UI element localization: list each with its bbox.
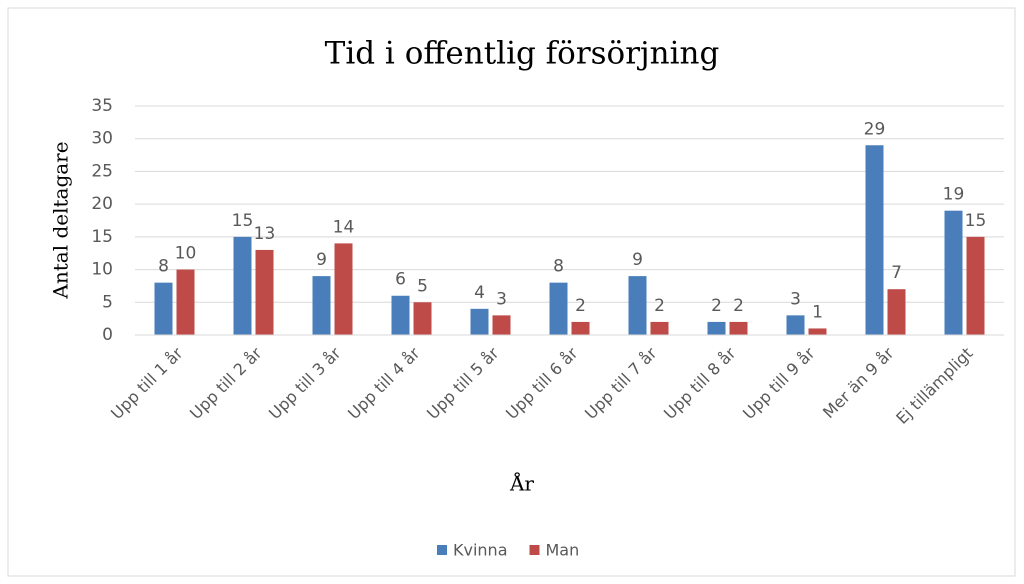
data-label: 10 bbox=[175, 244, 197, 264]
data-label: 14 bbox=[333, 217, 355, 237]
y-tick-label: 15 bbox=[91, 227, 113, 247]
bar bbox=[729, 321, 748, 335]
bar bbox=[707, 321, 726, 335]
y-tick-label: 20 bbox=[91, 194, 113, 214]
bar bbox=[312, 276, 331, 335]
bar bbox=[944, 210, 963, 335]
bar bbox=[650, 321, 669, 335]
data-label: 3 bbox=[790, 289, 801, 309]
data-label: 8 bbox=[158, 257, 169, 277]
bar bbox=[808, 328, 827, 335]
bar bbox=[154, 282, 173, 335]
chart-title: Tid i offentlig försörjning bbox=[325, 36, 720, 72]
bar bbox=[391, 295, 410, 335]
data-label: 19 bbox=[943, 185, 965, 205]
data-label: 2 bbox=[575, 296, 586, 316]
legend-label: Man bbox=[546, 541, 580, 560]
data-label: 2 bbox=[733, 296, 744, 316]
data-label: 4 bbox=[474, 283, 485, 303]
chart-frame bbox=[7, 7, 1016, 577]
y-tick-label: 25 bbox=[91, 161, 113, 181]
y-tick-label: 5 bbox=[102, 292, 113, 312]
bar bbox=[571, 321, 590, 335]
bar bbox=[255, 249, 274, 335]
bar bbox=[176, 269, 195, 335]
bar bbox=[233, 236, 252, 335]
y-tick-label: 30 bbox=[91, 129, 113, 149]
data-label: 15 bbox=[965, 211, 987, 231]
bar bbox=[334, 243, 353, 335]
data-label: 1 bbox=[812, 302, 823, 322]
bar bbox=[470, 308, 489, 335]
y-tick-label: 0 bbox=[102, 325, 113, 345]
y-axis-label: Antal deltagare bbox=[49, 141, 73, 299]
bar bbox=[966, 236, 985, 335]
data-label: 3 bbox=[496, 289, 507, 309]
bar bbox=[887, 289, 906, 335]
data-label: 5 bbox=[417, 276, 428, 296]
data-label: 2 bbox=[654, 296, 665, 316]
bar bbox=[549, 282, 568, 335]
data-label: 2 bbox=[711, 296, 722, 316]
data-label: 8 bbox=[553, 257, 564, 277]
legend-label: Kvinna bbox=[453, 541, 508, 560]
x-axis-label: År bbox=[509, 471, 534, 496]
data-label: 9 bbox=[316, 250, 327, 270]
bar bbox=[786, 315, 805, 335]
data-label: 7 bbox=[891, 263, 902, 283]
legend-swatch bbox=[529, 545, 540, 555]
bar bbox=[865, 145, 884, 335]
y-tick-label: 35 bbox=[91, 96, 113, 116]
data-label: 15 bbox=[232, 211, 254, 231]
data-label: 29 bbox=[864, 119, 886, 139]
bar bbox=[492, 315, 511, 335]
data-label: 9 bbox=[632, 250, 643, 270]
y-tick-label: 10 bbox=[91, 260, 113, 280]
data-label: 13 bbox=[254, 224, 276, 244]
bar bbox=[413, 302, 432, 335]
legend-swatch bbox=[437, 545, 447, 555]
bar bbox=[628, 276, 647, 335]
data-label: 6 bbox=[395, 270, 406, 290]
